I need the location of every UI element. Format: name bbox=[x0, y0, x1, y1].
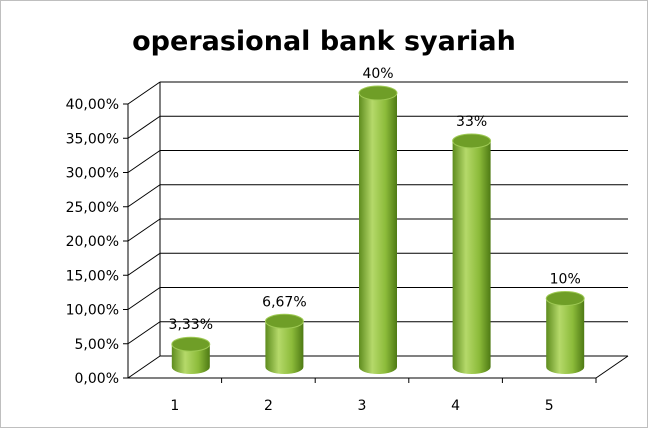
data-label: 40% bbox=[362, 66, 393, 82]
x-tick-label: 5 bbox=[545, 398, 554, 414]
bar-layer bbox=[171, 85, 585, 374]
x-tick-label: 4 bbox=[451, 398, 460, 414]
data-label: 10% bbox=[550, 272, 581, 288]
x-tick-label: 2 bbox=[264, 398, 273, 414]
y-tick-label: 35,00% bbox=[66, 131, 119, 147]
y-tick-label: 30,00% bbox=[66, 166, 119, 182]
gridline-diagonal bbox=[127, 321, 161, 345]
x-tick-label: 3 bbox=[358, 398, 367, 414]
y-tick-label: 40,00% bbox=[66, 97, 119, 113]
bar bbox=[452, 133, 492, 374]
y-tick-label: 20,00% bbox=[66, 234, 119, 250]
x-axis-ticks: 1 2 3 4 5 bbox=[170, 378, 597, 414]
bar bbox=[264, 313, 304, 374]
data-label: 6,67% bbox=[262, 294, 306, 310]
bar-body bbox=[546, 298, 585, 374]
bar-body bbox=[265, 321, 304, 374]
y-axis-ticks: 0,00% 5,00% 10,00% 15,00% 20,00% 25,00% 30,00%… bbox=[66, 97, 128, 387]
y-tick-label: 5,00% bbox=[75, 337, 119, 353]
gridline-diagonal bbox=[127, 218, 161, 242]
data-label: 3,33% bbox=[169, 317, 213, 333]
bar bbox=[171, 336, 211, 374]
chart-title: operasional bank syariah bbox=[132, 26, 516, 57]
bar-top bbox=[545, 291, 585, 306]
x-tick-label: 1 bbox=[170, 398, 179, 414]
bar-top bbox=[358, 85, 398, 101]
bar-top bbox=[452, 133, 492, 149]
data-label: 33% bbox=[456, 114, 487, 130]
gridline-diagonal bbox=[127, 81, 161, 105]
gridline-diagonal bbox=[127, 184, 161, 208]
bar-body bbox=[452, 140, 491, 374]
bar bbox=[358, 85, 398, 374]
y-tick-label: 25,00% bbox=[66, 200, 119, 216]
bar bbox=[545, 291, 585, 374]
y-tick-label: 15,00% bbox=[66, 268, 119, 284]
gridline-diagonal bbox=[127, 252, 161, 276]
gridline-diagonal bbox=[127, 150, 161, 173]
bar-top bbox=[171, 336, 211, 352]
gridline-diagonal bbox=[127, 287, 161, 310]
bar-body bbox=[171, 344, 210, 374]
bar-body bbox=[359, 93, 397, 374]
data-labels: 3,33% 6,67% 40% 33% 10% bbox=[169, 66, 581, 333]
y-tick-label: 10,00% bbox=[66, 303, 119, 319]
bar-top bbox=[264, 313, 304, 329]
floor-right-edge bbox=[595, 355, 629, 379]
y-tick-label: 0,00% bbox=[75, 371, 119, 387]
floor-left-edge bbox=[127, 355, 161, 379]
gridline-diagonal bbox=[127, 115, 161, 139]
